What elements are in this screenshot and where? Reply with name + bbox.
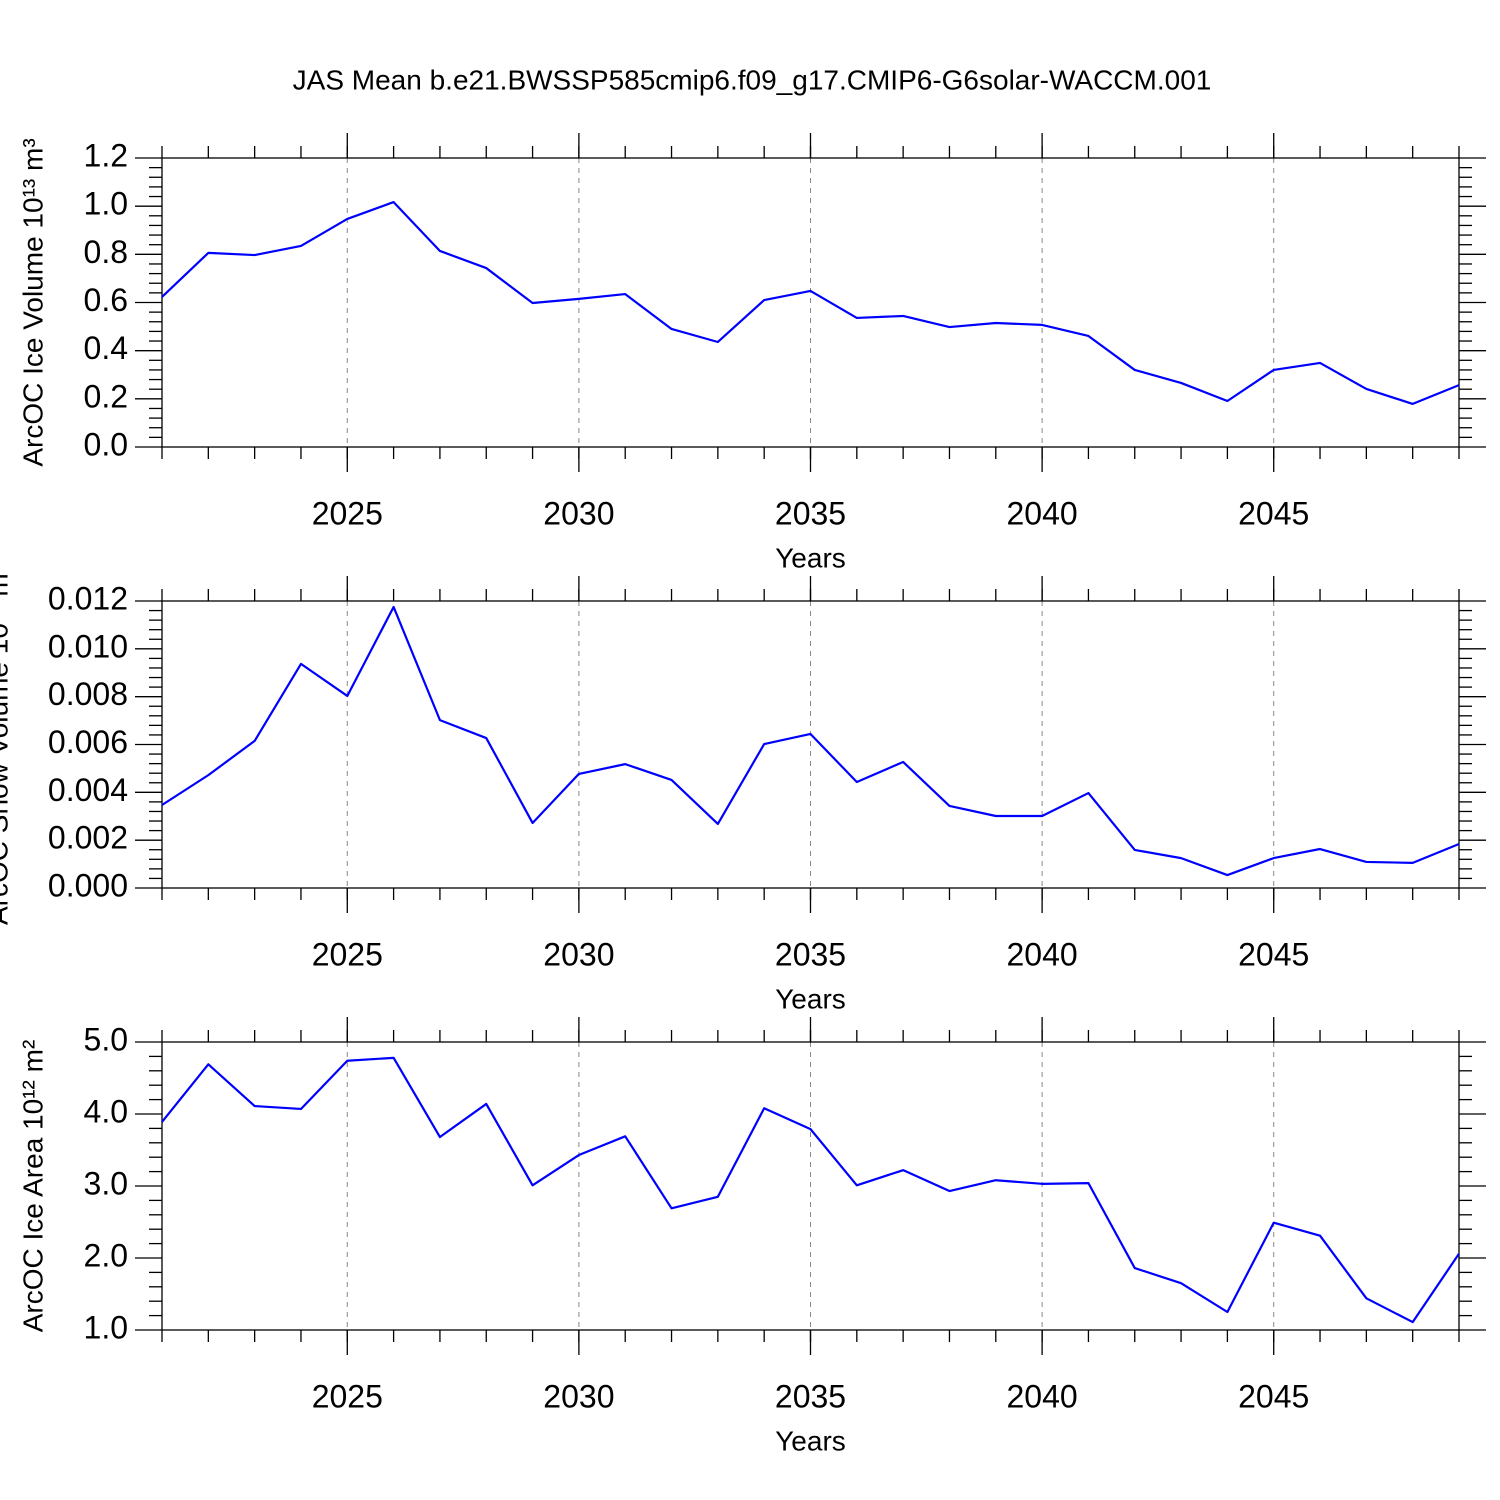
x-tick-label: 2040 xyxy=(1007,936,1078,972)
y-tick-label: 0.4 xyxy=(84,330,128,366)
data-line xyxy=(161,1056,1460,1324)
x-axis-label: Years xyxy=(775,983,846,1014)
x-axis-label: Years xyxy=(775,1425,846,1456)
y-tick-label: 0.000 xyxy=(48,867,128,903)
x-tick-label: 2025 xyxy=(312,1378,383,1414)
x-tick-label: 2035 xyxy=(775,495,846,531)
y-tick-label: 0.8 xyxy=(84,234,128,270)
y-tick-label: 0.0 xyxy=(84,426,128,462)
x-tick-label: 2045 xyxy=(1238,495,1309,531)
plot-frame xyxy=(161,157,1460,448)
x-tick-label: 2040 xyxy=(1007,1378,1078,1414)
x-tick-label: 2035 xyxy=(775,936,846,972)
y-tick-label: 1.0 xyxy=(84,186,128,222)
x-tick-label: 2030 xyxy=(543,936,614,972)
y-tick-label: 0.002 xyxy=(48,820,128,856)
x-axis-label: Years xyxy=(775,542,846,573)
plot-frame xyxy=(161,600,1460,889)
y-tick-label: 0.010 xyxy=(48,628,128,664)
x-tick-label: 2030 xyxy=(543,495,614,531)
y-tick-label: 0.004 xyxy=(48,772,128,808)
x-tick-label: 2045 xyxy=(1238,936,1309,972)
y-tick-label: 1.0 xyxy=(84,1309,128,1345)
panel: 2025 2030 2035 2040 2045 0.000 0.002 0.004 0.006… xyxy=(0,564,1486,1014)
y-tick-label: 0.6 xyxy=(84,282,128,318)
y-axis-label: ArcOC Snow Volume 10¹³ m³ xyxy=(0,564,13,925)
y-tick-label: 3.0 xyxy=(84,1165,128,1201)
x-tick-label: 2025 xyxy=(312,495,383,531)
y-axis-label: ArcOC Ice Volume 10¹³ m³ xyxy=(18,138,49,466)
y-axis-label: ArcOC Ice Area 10¹² m² xyxy=(18,1040,49,1333)
x-tick-label: 2025 xyxy=(312,936,383,972)
y-tick-label: 5.0 xyxy=(84,1021,128,1057)
x-tick-label: 2045 xyxy=(1238,1378,1309,1414)
y-tick-label: 0.008 xyxy=(48,676,128,712)
x-tick-label: 2030 xyxy=(543,1378,614,1414)
data-line xyxy=(161,605,1460,877)
plot-frame xyxy=(161,1041,1460,1331)
y-tick-label: 1.2 xyxy=(84,137,128,173)
y-tick-label: 0.012 xyxy=(48,580,128,616)
panel: 2025 2030 2035 2040 2045 1.0 2.0 3.0 4.0 5.0 Years… xyxy=(18,1017,1486,1456)
x-tick-label: 2035 xyxy=(775,1378,846,1414)
data-line xyxy=(161,200,1460,405)
y-tick-label: 4.0 xyxy=(84,1093,128,1129)
panel: 2025 2030 2035 2040 2045 0.0 0.2 0.4 0.6 0.8 1.0 1.… xyxy=(18,133,1486,573)
figure-title: JAS Mean b.e21.BWSSP585cmip6.f09_g17.CMI… xyxy=(293,64,1212,95)
y-tick-label: 0.006 xyxy=(48,724,128,760)
y-tick-label: 2.0 xyxy=(84,1237,128,1273)
x-tick-label: 2040 xyxy=(1007,495,1078,531)
y-tick-label: 0.2 xyxy=(84,378,128,414)
